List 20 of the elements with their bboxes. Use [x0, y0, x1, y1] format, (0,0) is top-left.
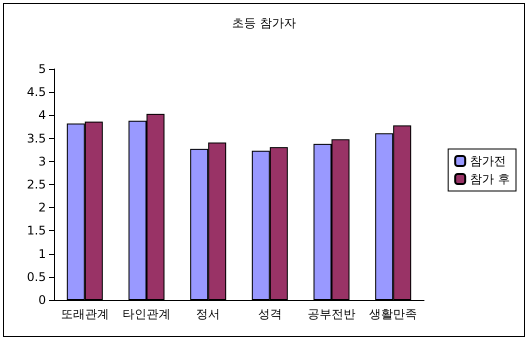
- chart-title: 초등 참가자: [232, 16, 296, 30]
- y-tick-label: 2.5: [26, 178, 46, 192]
- y-tick-label: 4.5: [26, 85, 46, 100]
- y-tick-label: 1: [38, 246, 46, 261]
- y-tick-label: 0.5: [26, 270, 46, 284]
- y-tick-label: 1.5: [26, 224, 46, 238]
- y-tick-label: 3.5: [26, 131, 46, 146]
- y-tick-label: 2: [38, 200, 46, 215]
- legend-label: 참가 후: [470, 172, 510, 186]
- x-tick-label: 타인관계: [122, 307, 170, 321]
- y-tick-label: 0: [38, 293, 46, 307]
- legend-label: 참가전: [470, 154, 506, 168]
- x-tick-label: 생활만족: [369, 307, 418, 321]
- x-tick-label: 성격: [258, 307, 282, 321]
- x-tick-label: 또래관계: [60, 307, 109, 321]
- y-tick-label: 5: [38, 62, 46, 76]
- x-tick-label: 공부전반: [308, 307, 356, 321]
- y-tick-label: 4: [38, 108, 46, 122]
- x-tick-label: 정서: [196, 307, 220, 321]
- y-tick-label: 3: [38, 154, 46, 168]
